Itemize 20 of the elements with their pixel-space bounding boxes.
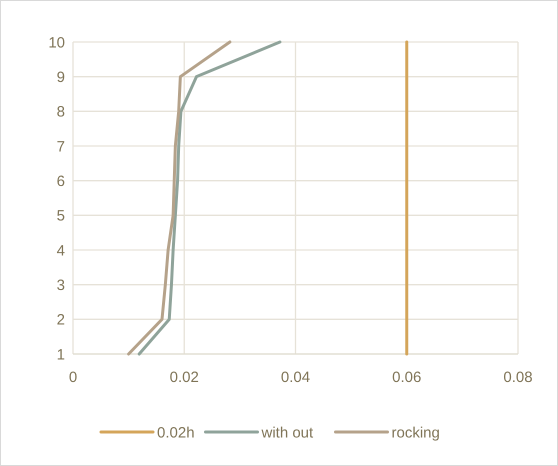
y-tick-label: 10: [48, 34, 65, 52]
legend-label: 0.02h: [157, 424, 195, 442]
line-series: [127, 40, 232, 356]
x-tick-label: 0.04: [280, 369, 310, 386]
x-tick-label: 0.02: [170, 369, 199, 386]
legend-label: rocking: [392, 424, 440, 442]
y-tick-label: 5: [56, 208, 65, 225]
legend-label: with out: [260, 424, 314, 442]
x-tick-label: 0.06: [392, 369, 422, 386]
y-tick-label: 3: [56, 276, 65, 294]
y-tick-label: 1: [56, 346, 65, 364]
y-tick-label: 8: [56, 104, 65, 121]
y-tick-label: 2: [56, 312, 65, 329]
x-tick-label: 0: [68, 369, 78, 386]
x-tick-label: 0.08: [503, 369, 533, 386]
y-tick-label: 4: [56, 242, 65, 260]
y-tick-label: 7: [56, 138, 65, 156]
line-series: [138, 40, 282, 356]
y-tick-label: 9: [56, 68, 65, 86]
y-tick-label: 6: [56, 172, 65, 190]
